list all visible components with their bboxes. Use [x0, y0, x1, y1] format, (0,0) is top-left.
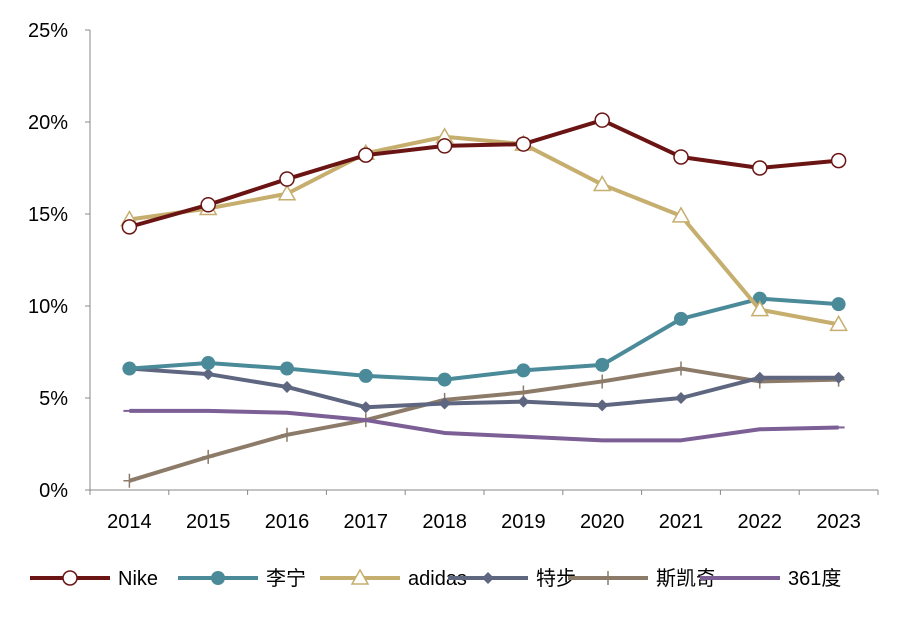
data-point: [752, 291, 767, 306]
data-point: [753, 371, 766, 384]
legend-label: 李宁: [266, 567, 306, 590]
series-5: [123, 408, 845, 443]
data-point: [202, 368, 215, 381]
data-point: [279, 171, 295, 187]
data-point: [62, 570, 78, 586]
series-line: [129, 408, 839, 443]
legend-item: Nike: [30, 568, 158, 590]
series-2: [120, 127, 848, 332]
data-point: [515, 136, 532, 152]
axes: 0% 5% 10% 15% 20% 25% 2014 2015 2016 2017 2018 2019…: [28, 20, 879, 533]
data-point: [436, 138, 453, 154]
x-tick-label: 2017: [344, 511, 389, 533]
series-1: [122, 291, 846, 387]
x-tick-label: 2020: [580, 511, 625, 533]
data-point: [277, 184, 297, 201]
data-point: [201, 356, 216, 371]
x-tick-label: 2022: [738, 511, 783, 533]
data-point: [437, 372, 452, 387]
series-line: [128, 366, 839, 483]
series-line: [129, 366, 839, 410]
x-tick-label: 2021: [659, 511, 704, 533]
data-point: [359, 401, 372, 414]
data-point: [832, 371, 845, 384]
data-point: [596, 399, 609, 412]
data-point: [602, 571, 614, 585]
data-point: [675, 361, 687, 376]
x-tick-label: 2014: [107, 511, 152, 533]
data-point: [280, 361, 294, 376]
series-4: [123, 361, 845, 488]
legend-label: 361度: [788, 567, 841, 590]
data-point: [122, 361, 137, 376]
x-tick-label: 2018: [422, 511, 467, 533]
legend: Nike 李宁 adidas 特步 斯凯奇 361度: [30, 567, 841, 590]
data-point: [123, 473, 136, 488]
y-tick-label: 5%: [39, 388, 68, 410]
data-point: [675, 392, 687, 404]
data-point: [438, 397, 451, 410]
data-point: [211, 571, 225, 585]
data-point: [829, 314, 848, 332]
x-tick-label: 2015: [186, 511, 231, 533]
data-point: [752, 160, 768, 176]
legend-label: adidas: [408, 568, 467, 590]
legend-label: Nike: [118, 568, 158, 590]
data-point: [482, 572, 494, 584]
legend-item: 361度: [700, 567, 841, 590]
legend-label: 斯凯奇: [656, 567, 716, 590]
legend-item: 特步: [448, 567, 576, 590]
data-point: [516, 363, 531, 378]
data-point: [596, 374, 609, 389]
y-tick-label: 15%: [28, 204, 68, 226]
x-tick-label: 2016: [265, 511, 310, 533]
data-point: [671, 206, 691, 223]
data-point: [517, 395, 530, 408]
x-tick-label: 2019: [501, 511, 546, 533]
data-point: [358, 147, 374, 163]
data-point: [350, 568, 370, 585]
series-line: [128, 118, 839, 229]
x-tick-label: 2023: [816, 511, 861, 533]
y-tick-label: 20%: [28, 112, 68, 134]
data-point: [121, 219, 138, 235]
legend-item: 斯凯奇: [568, 567, 716, 590]
data-point: [674, 311, 688, 326]
data-point: [358, 368, 373, 383]
series-line: [129, 134, 839, 327]
y-tick-label: 25%: [28, 20, 68, 42]
legend-item: 李宁: [178, 567, 306, 590]
data-point: [200, 197, 216, 213]
series-0: [121, 112, 847, 235]
data-point: [202, 449, 215, 464]
data-point: [831, 297, 846, 312]
data-point: [281, 427, 293, 442]
series-group: [120, 112, 848, 488]
y-tick-label: 10%: [28, 296, 68, 318]
data-point: [750, 300, 770, 317]
data-point: [594, 112, 610, 128]
data-point: [592, 175, 612, 192]
data-point: [281, 380, 293, 393]
series-line: [129, 296, 839, 382]
legend-label: 特步: [536, 567, 576, 590]
legend-item: adidas: [320, 568, 467, 590]
data-point: [673, 149, 689, 165]
y-tick-label: 0%: [39, 480, 68, 502]
series-3: [123, 362, 845, 414]
data-point: [830, 152, 847, 169]
data-point: [595, 357, 610, 372]
